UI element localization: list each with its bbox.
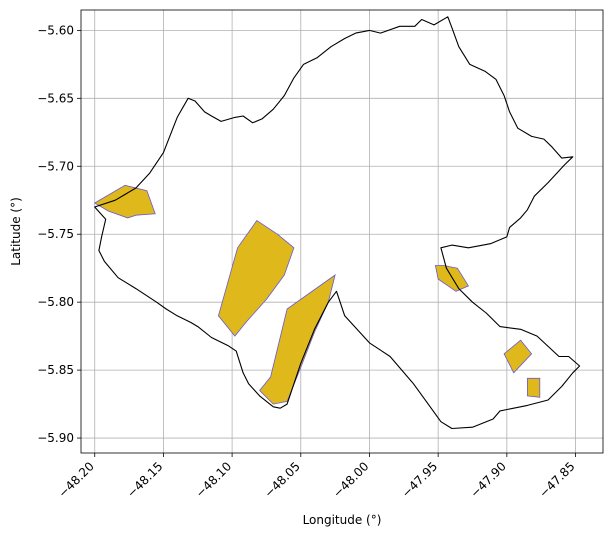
x-tick-label: −47.90: [468, 459, 509, 500]
y-tick-label: −5.80: [37, 295, 74, 309]
x-tick-label: −48.05: [262, 459, 303, 500]
x-tick-label: −47.95: [399, 459, 440, 500]
y-tick-label: −5.60: [37, 23, 74, 37]
x-tick-label: −48.20: [56, 459, 97, 500]
y-tick-label: −5.75: [37, 227, 74, 241]
region-boundary-group: [94, 16, 581, 430]
x-axis-label: Longitude (°): [303, 513, 382, 527]
x-axis-ticks: −48.20 −48.15 −48.10 −48.05 −48.00 −47.95 −47.…: [56, 453, 578, 501]
x-tick-label: −47.85: [536, 459, 577, 500]
y-axis-ticks: −5.60 −5.65 −5.70 −5.75 −5.80 −5.85 −5.90: [37, 23, 81, 445]
y-tick-label: −5.65: [37, 91, 74, 105]
region-boundary: [94, 16, 581, 430]
plot-frame: [80, 9, 604, 454]
highlighted-areas: [93, 184, 541, 405]
x-tick-label: −48.15: [124, 459, 165, 500]
y-tick-label: −5.70: [37, 159, 74, 173]
y-tick-label: −5.90: [37, 431, 74, 445]
highlighted-area: [259, 274, 336, 405]
highlighted-area: [503, 339, 533, 374]
x-tick-label: −48.00: [330, 459, 371, 500]
x-tick-label: −48.10: [193, 459, 234, 500]
highlighted-area: [217, 220, 295, 337]
highlighted-area: [527, 377, 541, 398]
highlighted-area: [434, 265, 469, 292]
y-axis-label: Latitude (°): [9, 197, 23, 266]
y-tick-label: −5.85: [37, 363, 74, 377]
grid-lines: [81, 10, 603, 453]
highlighted-area: [93, 184, 156, 219]
